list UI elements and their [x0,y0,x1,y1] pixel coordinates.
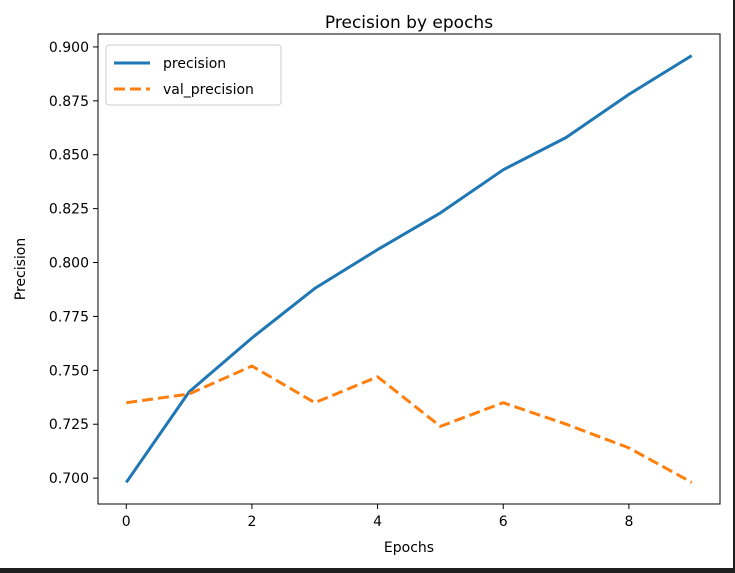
x-tick-label: 8 [624,514,633,530]
x-tick-label: 2 [247,514,256,530]
y-tick-label: 0.775 [49,309,89,325]
x-tick-label: 6 [499,514,508,530]
legend: precision val_precision [105,44,282,106]
chart-title: Precision by epochs [325,13,493,33]
x-tick-label: 4 [373,514,382,530]
y-tick-label: 0.825 [49,202,89,218]
y-tick-label: 0.700 [49,471,89,487]
y-tick-label: 0.725 [49,417,89,433]
x-axis-ticks: 0 2 4 6 8 [122,504,633,530]
y-tick-label: 0.750 [49,363,89,379]
legend-label-precision: precision [163,56,226,72]
y-tick-label: 0.900 [49,40,89,56]
y-tick-label: 0.850 [49,148,89,164]
series-line-precision [125,54,693,484]
x-axis-label: Epochs [384,540,434,556]
series-layer [125,54,693,484]
y-axis-label: Precision [13,238,29,300]
y-axis-ticks: 0.700 0.725 0.750 0.775 0.800 0.825 0.850 0.875… [49,40,98,487]
x-tick-label: 0 [122,514,131,530]
series-line-val-precision [126,364,693,484]
plot-area-frame [97,33,721,505]
legend-label-val-precision: val_precision [163,82,254,98]
y-tick-label: 0.800 [49,256,89,272]
y-tick-label: 0.875 [49,94,89,110]
